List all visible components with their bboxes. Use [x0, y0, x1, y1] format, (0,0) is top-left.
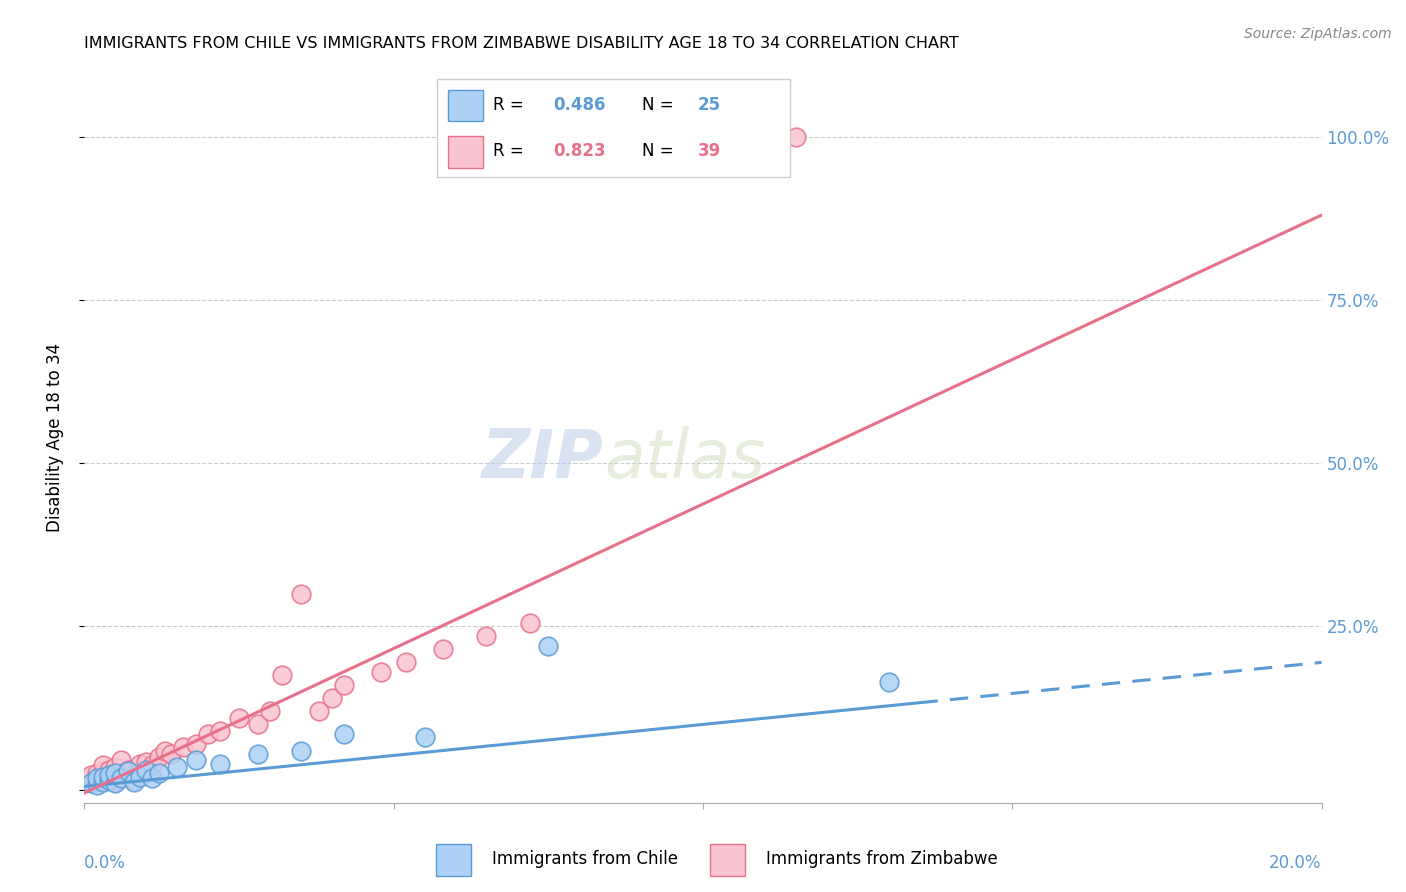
Point	[98, 763, 121, 777]
Point	[148, 766, 170, 780]
Point	[135, 756, 157, 770]
Point	[79, 775, 101, 789]
Point	[785, 129, 807, 144]
Point	[79, 768, 101, 782]
Text: atlas: atlas	[605, 426, 765, 492]
Point	[110, 771, 132, 785]
Text: Source: ZipAtlas.com: Source: ZipAtlas.com	[1244, 27, 1392, 41]
Point	[104, 766, 127, 780]
Point	[79, 776, 101, 790]
Point	[321, 691, 343, 706]
Point	[395, 656, 418, 670]
Point	[98, 768, 121, 782]
Point	[122, 775, 145, 789]
Point	[308, 705, 330, 719]
Point	[537, 639, 560, 653]
Point	[519, 616, 541, 631]
Point	[153, 743, 176, 757]
Text: Immigrants from Chile: Immigrants from Chile	[492, 849, 678, 868]
Point	[259, 705, 281, 719]
Point	[432, 642, 454, 657]
Point	[877, 675, 900, 690]
Point	[209, 756, 232, 771]
Point	[86, 778, 108, 792]
Point	[141, 758, 163, 772]
Point	[117, 764, 139, 779]
Point	[91, 758, 114, 772]
Point	[91, 775, 114, 789]
Point	[110, 766, 132, 780]
Point	[104, 776, 127, 790]
Point	[413, 731, 436, 745]
Point	[86, 766, 108, 780]
Point	[271, 668, 294, 682]
Point	[122, 772, 145, 787]
Point	[98, 772, 121, 787]
Point	[129, 770, 152, 784]
Point	[333, 678, 356, 692]
Point	[290, 587, 312, 601]
FancyBboxPatch shape	[436, 844, 471, 876]
Point	[91, 770, 114, 784]
Point	[104, 760, 127, 774]
Point	[172, 740, 194, 755]
Point	[370, 665, 392, 680]
Point	[184, 737, 207, 751]
Point	[135, 763, 157, 777]
Text: Immigrants from Zimbabwe: Immigrants from Zimbabwe	[766, 849, 998, 868]
Point	[86, 771, 108, 785]
Text: ZIP: ZIP	[482, 426, 605, 492]
Point	[184, 753, 207, 767]
Point	[148, 750, 170, 764]
Point	[117, 763, 139, 777]
Text: IMMIGRANTS FROM CHILE VS IMMIGRANTS FROM ZIMBABWE DISABILITY AGE 18 TO 34 CORREL: IMMIGRANTS FROM CHILE VS IMMIGRANTS FROM…	[84, 36, 959, 51]
FancyBboxPatch shape	[710, 844, 745, 876]
Point	[166, 760, 188, 774]
Point	[98, 770, 121, 784]
Point	[91, 771, 114, 785]
Point	[290, 743, 312, 757]
Text: 20.0%: 20.0%	[1270, 854, 1322, 872]
Point	[246, 747, 269, 761]
Y-axis label: Disability Age 18 to 34: Disability Age 18 to 34	[45, 343, 63, 532]
Point	[160, 747, 183, 761]
Point	[129, 756, 152, 771]
Point	[91, 764, 114, 779]
Point	[209, 723, 232, 738]
Point	[86, 772, 108, 787]
Text: 0.0%: 0.0%	[84, 854, 127, 872]
Point	[228, 711, 250, 725]
Point	[475, 629, 498, 643]
Point	[333, 727, 356, 741]
Point	[246, 717, 269, 731]
Point	[197, 727, 219, 741]
Point	[110, 753, 132, 767]
Point	[104, 775, 127, 789]
Point	[141, 771, 163, 785]
